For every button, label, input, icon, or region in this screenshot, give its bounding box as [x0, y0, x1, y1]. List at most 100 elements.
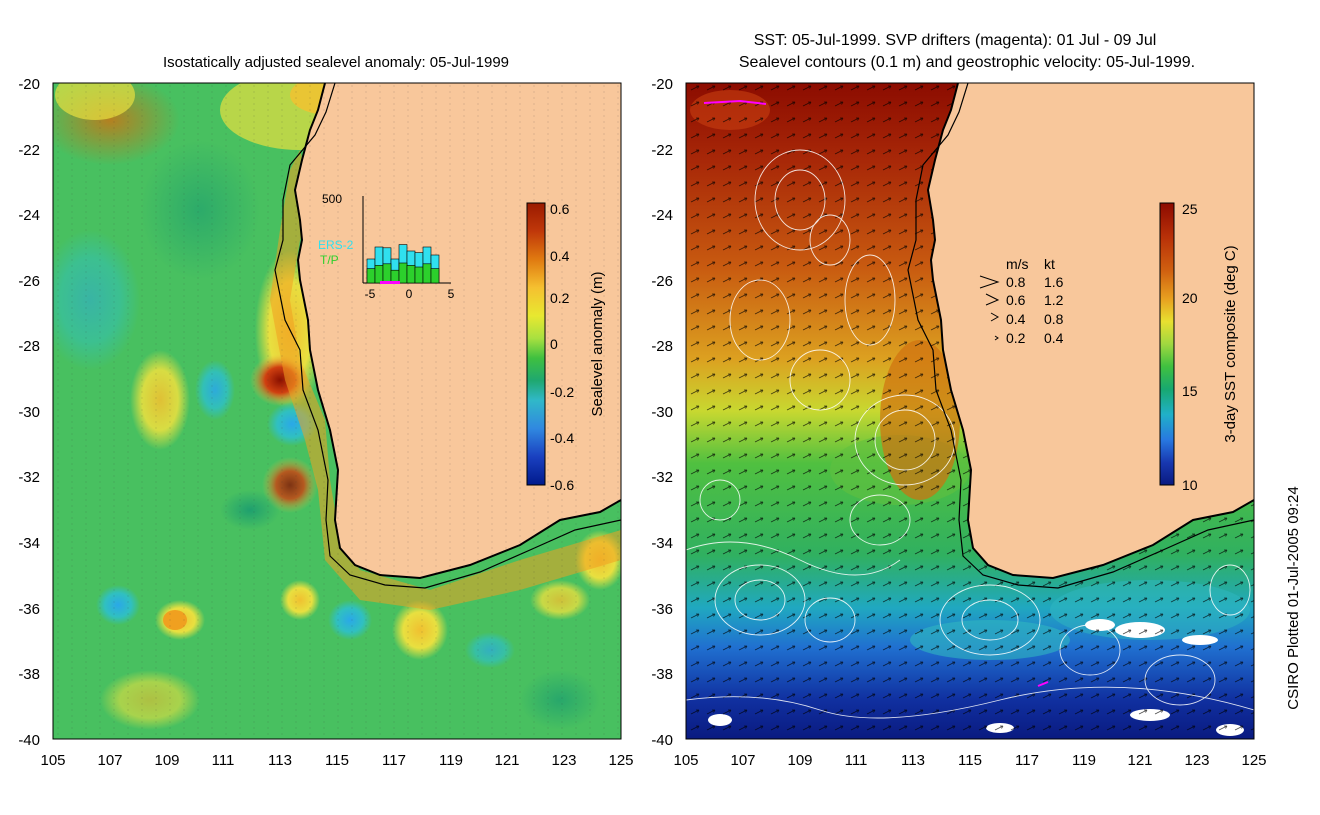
left-x-tick: 109 [154, 752, 179, 769]
right-x-tick: 113 [901, 752, 925, 769]
velocity-arrow-icon [985, 293, 1000, 306]
velocity-legend: m/s kt 0.8 1.6 0.6 1.2 0.4 0.8 0.2 0.4 [979, 256, 1064, 346]
right-x-tick: 121 [1127, 752, 1152, 769]
left-x-tick: 105 [40, 752, 65, 769]
left-x-tick: 115 [325, 752, 349, 769]
velocity-legend-kt: 1.6 [1044, 274, 1064, 290]
sealevel-contours [686, 149, 1254, 719]
velocity-arrow-icon [994, 335, 999, 341]
left-x-tick: 111 [212, 752, 235, 769]
right-x-tick: 107 [730, 752, 755, 769]
right-x-tick: 119 [1072, 752, 1096, 769]
inset-legend-ers2: ERS-2 [318, 238, 354, 252]
left-y-tick: -28 [18, 338, 40, 355]
right-x-tick: 111 [845, 752, 868, 769]
left-y-tick: -32 [18, 469, 40, 486]
velocity-legend-ms: 0.8 [1006, 274, 1026, 290]
inset-y-label: 500 [322, 192, 342, 206]
left-y-tick: -40 [18, 732, 40, 749]
right-x-tick: 117 [1015, 752, 1039, 769]
right-x-tick: 125 [1241, 752, 1266, 769]
right-colorbar: 25 20 15 10 3-day SST composite (deg C) [1159, 201, 1239, 493]
right-cbar-tick: 25 [1182, 201, 1198, 217]
left-y-tick: -30 [18, 404, 40, 421]
left-y-tick: -36 [18, 601, 40, 618]
velocity-legend-ms: 0.2 [1006, 330, 1026, 346]
velocity-legend-kt: 1.2 [1044, 292, 1064, 308]
drifter-track [1037, 681, 1049, 687]
left-map-frame [52, 82, 622, 740]
right-cbar-label: 3-day SST composite (deg C) [1222, 245, 1239, 442]
left-x-tick: 125 [608, 752, 633, 769]
right-x-tick: 115 [958, 752, 982, 769]
inset-x-tick: -5 [365, 287, 376, 301]
right-x-axis: 105 107 109 111 113 115 117 119 121 123 … [673, 752, 1266, 769]
right-y-tick: -22 [651, 142, 673, 159]
inset-bar-tp [398, 262, 408, 284]
velocity-legend-header-ms: m/s [1006, 256, 1029, 272]
left-x-tick: 121 [494, 752, 519, 769]
left-cbar-tick: 0 [550, 336, 558, 352]
left-y-tick: -20 [18, 76, 40, 93]
inset-bar-tp [430, 268, 440, 284]
left-y-tick: -34 [18, 535, 40, 552]
left-x-tick: 113 [268, 752, 292, 769]
right-y-tick: -36 [651, 601, 673, 618]
left-y-axis: -20 -22 -24 -26 -28 -30 -32 -34 -36 -38 … [18, 76, 40, 749]
inset-bar-tp [414, 266, 424, 284]
inset-bar-tp [366, 268, 376, 284]
plot-credit: CSIRO Plotted 01-Jul-2005 09:24 [1285, 486, 1302, 709]
inset-bar-tp [382, 263, 392, 284]
right-y-tick: -40 [651, 732, 673, 749]
left-y-tick: -38 [18, 666, 40, 683]
left-cbar-tick: 0.4 [550, 248, 570, 264]
inset-histogram: 500 ERS-2 T/P -5 0 5 [318, 192, 455, 301]
velocity-arrow-icon [990, 312, 1000, 322]
left-x-tick: 123 [551, 752, 576, 769]
left-cbar-label: Sealevel anomaly (m) [589, 271, 606, 416]
right-y-tick: -24 [651, 207, 673, 224]
velocity-legend-header-kt: kt [1044, 256, 1055, 272]
left-x-tick: 119 [439, 752, 463, 769]
left-cbar-tick: -0.4 [550, 430, 574, 446]
left-cbar-tick: -0.6 [550, 477, 574, 493]
inset-bar-tp [374, 265, 384, 284]
inset-legend-tp: T/P [320, 253, 339, 267]
inset-bar-tp [406, 265, 416, 284]
right-y-tick: -34 [651, 535, 673, 552]
left-title: Isostatically adjusted sealevel anomaly:… [163, 54, 509, 71]
right-cbar-tick: 10 [1182, 477, 1198, 493]
right-y-tick: -28 [651, 338, 673, 355]
left-x-tick: 117 [382, 752, 406, 769]
right-y-tick: -30 [651, 404, 673, 421]
left-cbar-tick: -0.2 [550, 384, 574, 400]
right-y-tick: -26 [651, 273, 673, 290]
left-y-tick: -26 [18, 273, 40, 290]
right-map-frame [685, 82, 1255, 740]
right-cbar-tick: 15 [1182, 383, 1198, 399]
left-x-axis: 105 107 109 111 113 115 117 119 121 123 … [40, 752, 633, 769]
velocity-legend-ms: 0.6 [1006, 292, 1026, 308]
left-colorbar: 0.6 0.4 0.2 0 -0.2 -0.4 -0.6 Sealevel an… [526, 201, 606, 493]
inset-bars [366, 244, 440, 284]
velocity-arrow-icon [979, 275, 1000, 289]
right-y-tick: -20 [651, 76, 673, 93]
inset-x-tick: 0 [406, 287, 413, 301]
right-x-tick: 105 [673, 752, 698, 769]
left-y-tick: -22 [18, 142, 40, 159]
right-x-tick: 123 [1184, 752, 1209, 769]
right-title-line2: Sealevel contours (0.1 m) and geostrophi… [739, 54, 1195, 71]
right-y-axis: -20 -22 -24 -26 -28 -30 -32 -34 -36 -38 … [651, 76, 673, 749]
left-x-tick: 107 [97, 752, 122, 769]
drifter-track [703, 99, 767, 105]
velocity-legend-kt: 0.8 [1044, 311, 1064, 327]
inset-marker [380, 281, 400, 284]
right-cbar-tick: 20 [1182, 290, 1198, 306]
velocity-legend-kt: 0.4 [1044, 330, 1064, 346]
left-y-tick: -24 [18, 207, 40, 224]
left-cbar-tick: 0.6 [550, 201, 570, 217]
right-x-tick: 109 [787, 752, 812, 769]
left-cbar-tick: 0.2 [550, 290, 570, 306]
